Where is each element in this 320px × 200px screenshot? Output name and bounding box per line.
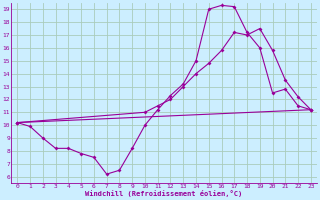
X-axis label: Windchill (Refroidissement éolien,°C): Windchill (Refroidissement éolien,°C) — [85, 190, 243, 197]
